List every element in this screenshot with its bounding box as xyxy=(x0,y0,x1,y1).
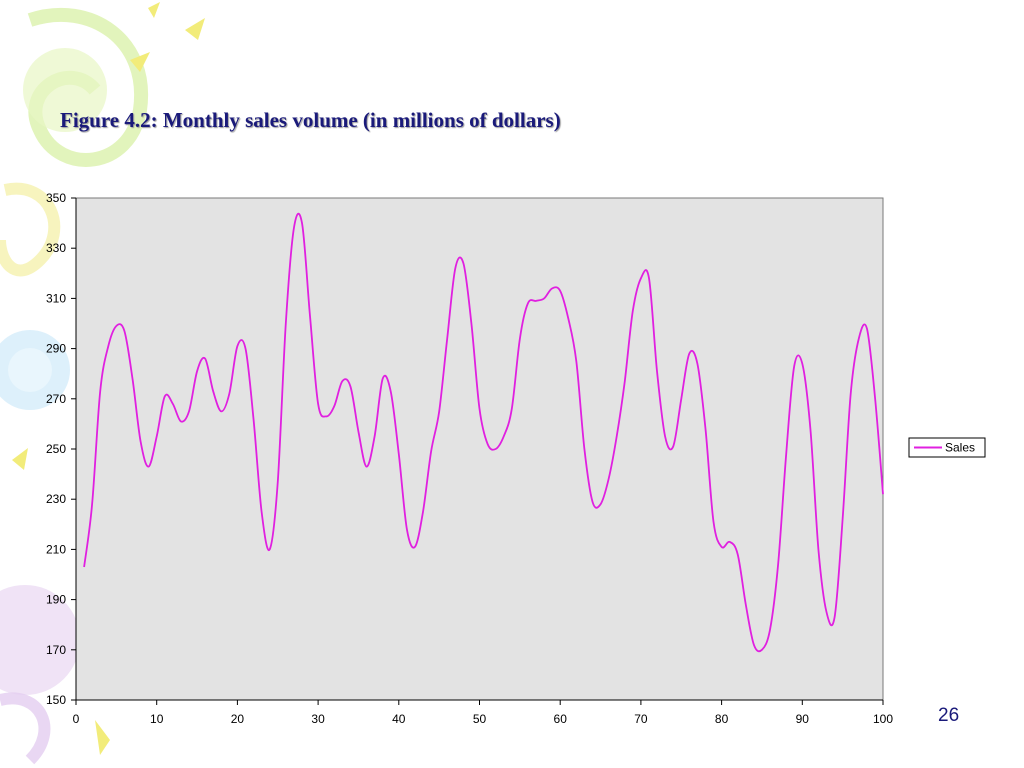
decor-star-yellow xyxy=(185,18,205,40)
y-tick-label: 330 xyxy=(46,241,66,255)
x-tick-label: 40 xyxy=(392,712,406,726)
x-tick-label: 70 xyxy=(634,712,648,726)
decor-circle-blue-inner xyxy=(8,348,52,392)
y-tick-label: 170 xyxy=(46,643,66,657)
series-line-sales xyxy=(83,212,884,653)
decor-swirl-yellow xyxy=(0,182,61,277)
y-tick-label: 270 xyxy=(46,392,66,406)
x-tick-label: 0 xyxy=(73,712,80,726)
x-tick-label: 10 xyxy=(150,712,164,726)
x-tick-label: 60 xyxy=(554,712,568,726)
x-tick-label: 100 xyxy=(873,712,893,726)
plot-area xyxy=(75,197,884,701)
x-tick-label: 90 xyxy=(796,712,810,726)
y-tick-label: 250 xyxy=(46,442,66,456)
y-tick-label: 310 xyxy=(46,291,66,305)
decor-circle-green xyxy=(23,48,107,132)
y-tick-label: 190 xyxy=(46,593,66,607)
legend-box xyxy=(908,437,986,458)
x-tick-label: 80 xyxy=(715,712,729,726)
decor-star-yellow xyxy=(95,720,110,755)
y-tick-label: 350 xyxy=(46,191,66,205)
y-tick-label: 210 xyxy=(46,542,66,556)
decor-star-yellow xyxy=(130,52,150,72)
decor-star-yellow xyxy=(12,448,28,470)
decor-swirl-purple xyxy=(0,692,51,765)
y-tick-label: 230 xyxy=(46,492,66,506)
y-tick-label: 150 xyxy=(46,693,66,707)
x-tick-label: 20 xyxy=(231,712,245,726)
legend-label: Sales xyxy=(945,441,975,455)
decor-circle-purple xyxy=(0,585,80,695)
y-tick-label: 290 xyxy=(46,342,66,356)
slide-title: Figure 4.2: Monthly sales volume (in mil… xyxy=(60,108,561,132)
page-number: 26 xyxy=(938,705,960,726)
x-tick-label: 30 xyxy=(311,712,325,726)
x-tick-label: 50 xyxy=(473,712,487,726)
decor-star-yellow xyxy=(148,2,160,18)
